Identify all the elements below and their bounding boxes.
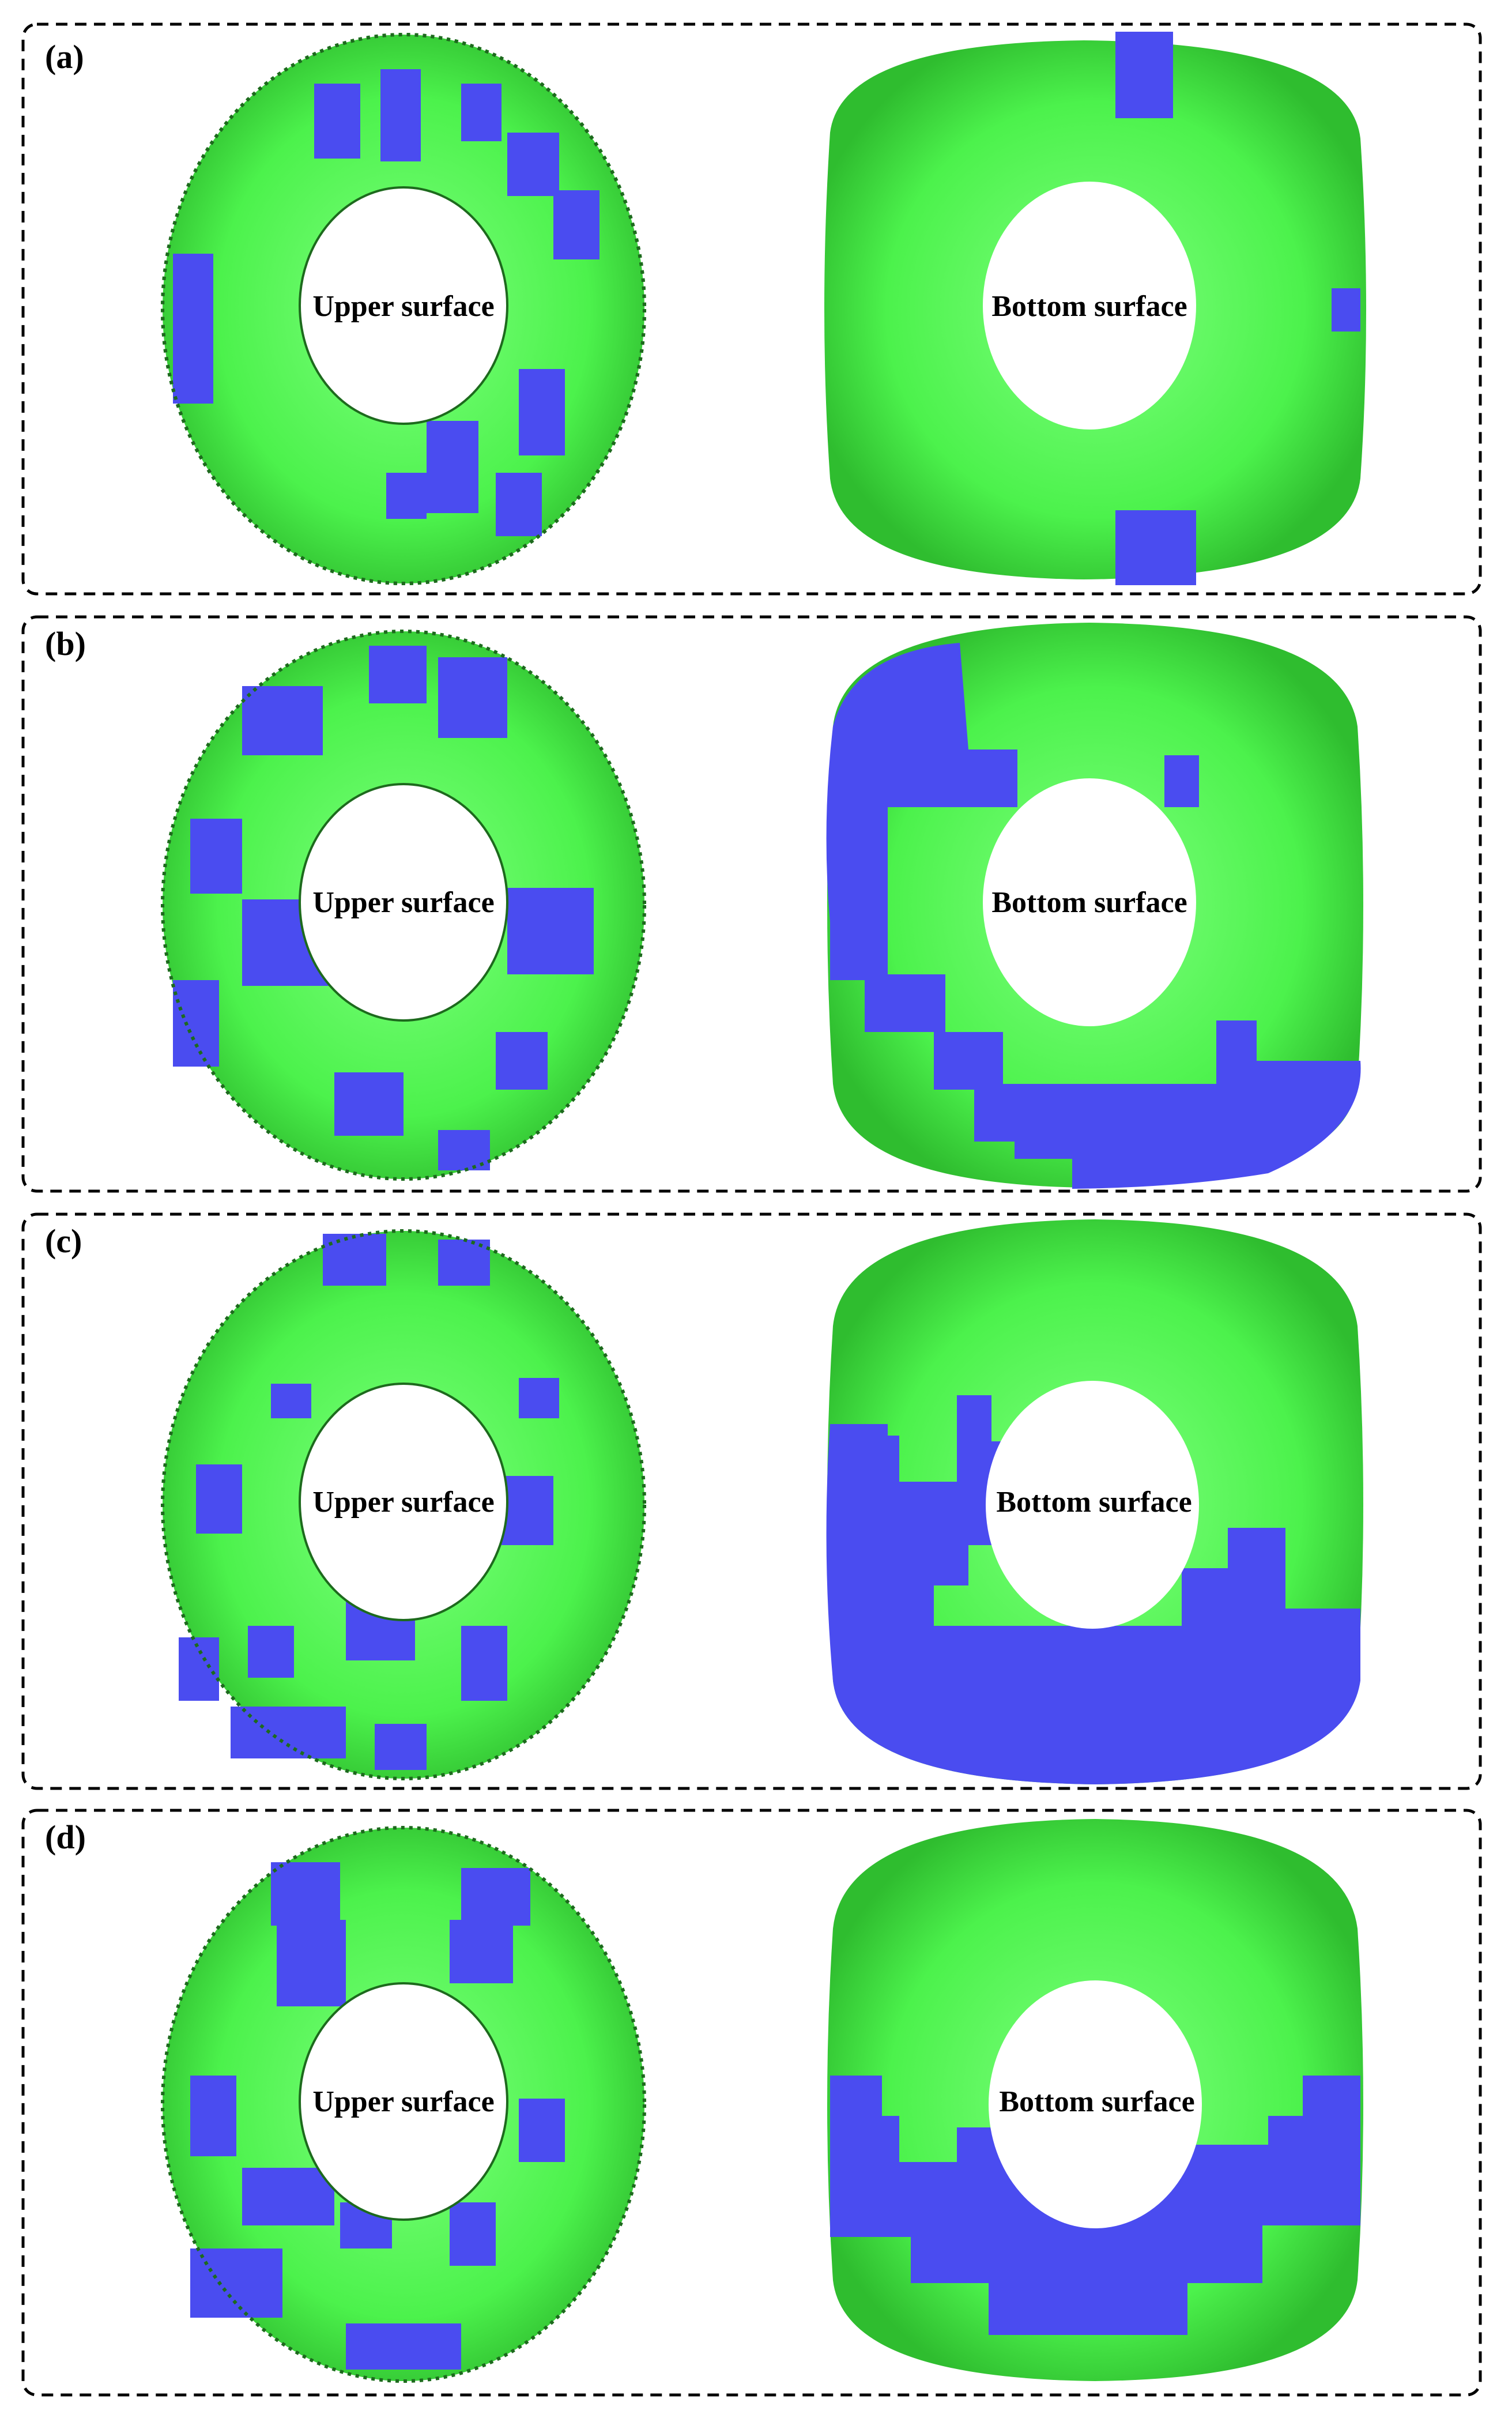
bottom-surface-label: Bottom surface [999,2085,1194,2118]
tire-bottom-surface [826,1219,1363,1784]
upper-surface-label: Upper surface [312,886,494,919]
tire-bottom-surface [826,623,1363,1189]
upper-surface-label: Upper surface [312,2085,494,2118]
bottom-surface-label: Bottom surface [996,1486,1191,1519]
panel-border [21,615,1482,1193]
panel-border [21,22,1482,596]
upper-surface-label: Upper surface [312,290,494,323]
panel-c: (c) Upper surface Bottom surface [21,1212,1482,1790]
tire-upper-surface [161,630,646,1181]
panel-a: (a) Upper surface Bottom surface [21,22,1482,596]
panel-border [21,1809,1482,2397]
tire-bottom-surface [824,32,1366,585]
tire-upper-surface [161,33,646,585]
bottom-surface-label: Bottom surface [991,886,1187,919]
panel-label: (b) [45,625,86,662]
panel-b: (b) Upper surface Bottom surface [21,615,1482,1193]
panel-label: (d) [45,1818,86,1856]
tire-upper-surface [161,1229,646,1780]
tire-bottom-surface [827,1819,1363,2381]
panel-label: (c) [45,1222,82,1260]
panel-d: (d) Upper surface Bottom surface [21,1809,1482,2397]
panel-label: (a) [45,38,84,76]
bottom-surface-label: Bottom surface [991,290,1187,323]
panel-border [21,1212,1482,1790]
tire-upper-surface [161,1826,646,2383]
upper-surface-label: Upper surface [312,1486,494,1519]
